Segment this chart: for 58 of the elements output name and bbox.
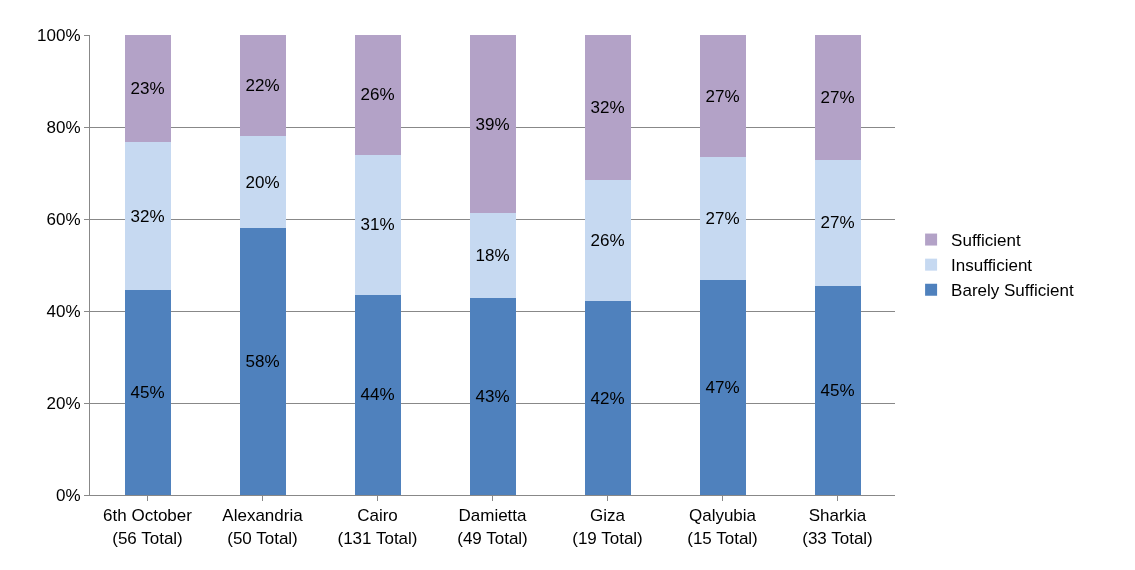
bar [354,35,401,155]
bar [124,35,171,143]
bar [699,157,746,281]
y-tick-label: 80% [46,117,81,137]
x-tick-label: 6th October (56 Total) [103,506,193,548]
x-tick-label: Qalyubia (15 Total) [687,506,758,548]
data-label: 44% [360,385,395,405]
data-label: 39% [475,114,510,134]
data-label: 43% [475,386,510,406]
data-label: 27% [820,88,855,108]
data-label: 31% [360,215,395,235]
data-label: 47% [705,378,740,398]
bar [239,136,286,229]
data-label: 45% [820,380,855,400]
legend-label: Insufficient [951,256,1033,276]
data-label: 27% [705,209,740,229]
y-tick-label: 20% [46,393,81,413]
data-label: 45% [130,382,165,402]
data-label: 32% [590,98,625,118]
bar [814,35,861,161]
bar [239,35,286,137]
bar [814,160,861,286]
x-tick-label: Damietta (49 Total) [457,506,528,548]
x-tick-label: Giza (19 Total) [572,506,643,548]
data-label: 20% [245,172,280,192]
bar [584,301,631,495]
data-label: 26% [590,231,625,251]
y-tick-label: 40% [46,301,81,321]
data-label: 32% [130,206,165,226]
x-tick-label: Alexandria (50 Total) [222,506,304,548]
y-tick-label: 0% [56,485,81,505]
bar [584,35,631,181]
bar [354,294,401,495]
data-label: 23% [130,79,165,99]
bar [469,297,516,495]
legend-label: Barely Sufficient [951,281,1074,301]
bar [469,213,516,298]
bar [699,35,746,158]
data-label: 18% [475,245,510,265]
bar [699,280,746,495]
legend-label: Sufficient [951,231,1021,251]
bar [469,35,516,214]
bar [584,180,631,302]
data-label: 58% [245,352,280,372]
data-label: 22% [245,76,280,96]
y-tick-label: 100% [37,25,81,45]
bar [354,154,401,295]
x-tick-label: Cairo (131 Total) [337,506,418,548]
bar [124,142,171,290]
data-label: 27% [705,86,740,106]
data-label: 42% [590,388,625,408]
y-tick-label: 60% [46,209,81,229]
bar [814,285,861,495]
bar [239,228,286,495]
data-label: 27% [820,213,855,233]
data-label: 26% [360,85,395,105]
x-tick-label: Sharkia (33 Total) [802,506,873,548]
bar [124,289,171,495]
